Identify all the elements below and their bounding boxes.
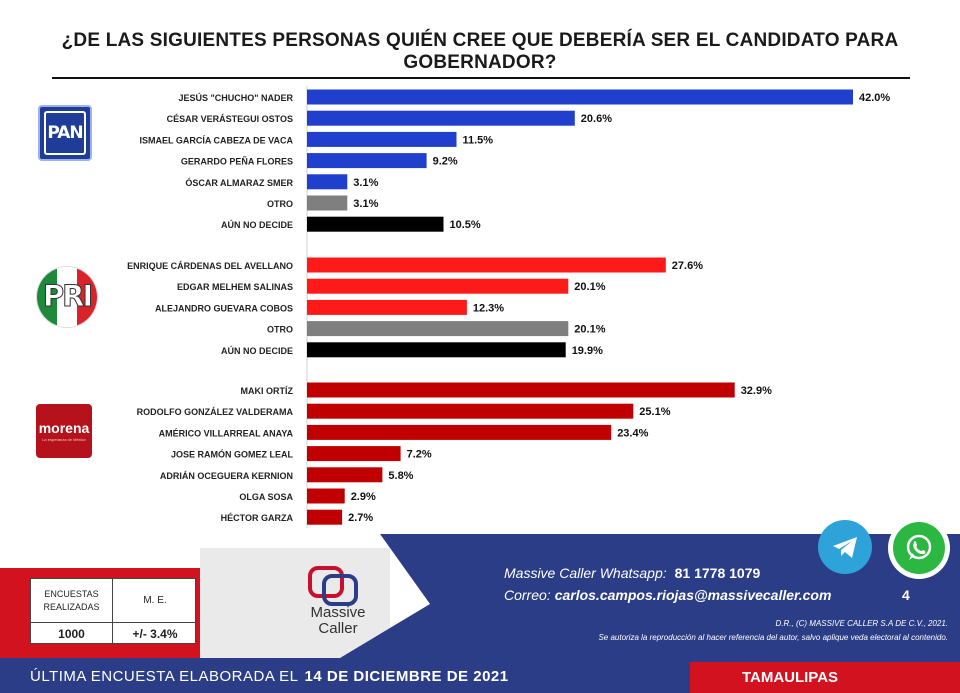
state-name: TAMAULIPAS: [741, 669, 839, 686]
bar: [307, 424, 612, 440]
category-label: ENRIQUE CÁRDENAS DEL AVELLANO: [127, 261, 293, 271]
value-label: 27.6%: [672, 260, 703, 272]
bar: [307, 299, 467, 315]
value-label: 5.8%: [388, 470, 413, 482]
bottom-bar: ÚLTIMA ENCUESTA ELABORADA EL 14 DE DICIEM…: [0, 658, 960, 693]
category-label: ALEJANDRO GUEVARA COBOS: [155, 303, 293, 313]
category-label: CÉSAR VERÁSTEGUI OSTOS: [167, 114, 293, 124]
value-label: 25.1%: [639, 406, 670, 418]
last-survey-info: ÚLTIMA ENCUESTA ELABORADA EL 14 DE DICIEM…: [30, 668, 509, 685]
category-label: AÚN NO DECIDE: [221, 345, 293, 356]
whatsapp-icon[interactable]: [888, 517, 950, 579]
value-label: 19.9%: [572, 345, 603, 357]
value-label: 12.3%: [473, 302, 504, 314]
margin-error-value: +/- 3.4%: [132, 627, 178, 641]
page-number: 4: [902, 587, 910, 603]
value-label: 32.9%: [741, 385, 772, 397]
email-address[interactable]: carlos.campos.riojas@massivecaller.com: [554, 587, 832, 603]
category-label: OTRO: [267, 325, 293, 335]
bar: [307, 216, 444, 232]
value-label: 10.5%: [450, 219, 481, 231]
category-label: EDGAR MELHEM SALINAS: [177, 282, 293, 292]
bar: [307, 195, 348, 211]
category-label: ISMAEL GARCÍA CABEZA DE VACA: [139, 135, 293, 145]
bar: [307, 509, 343, 525]
whatsapp-label: Massive Caller Whatsapp:: [504, 565, 667, 581]
massive-caller-logo: Massive Caller: [300, 564, 376, 644]
series-morena: MAKI ORTÍZ 32.9% RODOLFO GONZÁLEZ VALDERAM…: [137, 382, 772, 525]
legal-text: Se autoriza la reproducción al hacer ref…: [598, 633, 948, 642]
margin-error-label: M. E.: [113, 579, 197, 623]
bar: [307, 174, 348, 190]
value-label: 20.6%: [581, 113, 612, 125]
morena-logo-text: morena: [38, 420, 90, 436]
value-label: 2.9%: [351, 491, 376, 503]
bar: [307, 110, 575, 126]
telegram-icon[interactable]: [818, 520, 872, 574]
brand-line-1: Massive: [310, 604, 366, 621]
category-label: ADRIÁN OCEGUERA KERNION: [160, 471, 293, 481]
whatsapp-number: 81 1778 1079: [674, 565, 761, 581]
value-label: 3.1%: [353, 177, 378, 189]
bar: [307, 153, 427, 169]
copyright-text: D.R., (C) MASSIVE CALLER S.A DE C.V., 20…: [775, 619, 949, 628]
bar: [307, 342, 566, 358]
value-label: 2.7%: [348, 512, 373, 524]
series-pri: ENRIQUE CÁRDENAS DEL AVELLANO 27.6% EDGAR …: [127, 257, 703, 358]
bar-chart: JESÚS "CHUCHO" NADER 42.0% CÉSAR VERÁSTEGU…: [127, 86, 890, 528]
bar: [307, 89, 853, 105]
title-divider: [52, 77, 910, 79]
email-contact: Correo: carlos.campos.riojas@massivecalle…: [504, 587, 831, 603]
category-label: HÉCTOR GARZA: [221, 513, 294, 523]
value-label: 3.1%: [353, 198, 378, 210]
footer-gray-panel: [200, 548, 390, 658]
survey-stats-table: ENCUESTAS REALIZADAS M. E. 1000 +/- 3.4%: [30, 578, 197, 645]
value-label: 20.1%: [574, 281, 605, 293]
pan-logo: PAN: [38, 105, 92, 161]
last-survey-label: ÚLTIMA ENCUESTA ELABORADA EL: [30, 668, 299, 685]
category-label: AÚN NO DECIDE: [221, 219, 293, 230]
bar: [307, 131, 457, 147]
series-pan: JESÚS "CHUCHO" NADER 42.0% CÉSAR VERÁSTEGU…: [139, 89, 890, 232]
category-label: GERARDO PEÑA FLORES: [181, 157, 293, 167]
chart-title: ¿DE LAS SIGUIENTES PERSONAS QUIÉN CREE Q…: [61, 30, 899, 73]
survey-date: 14 DE DICIEMBRE DE 2021: [304, 668, 509, 685]
category-label: JESÚS "CHUCHO" NADER: [178, 92, 293, 103]
value-label: 42.0%: [859, 92, 890, 104]
bar: [307, 278, 569, 294]
email-label: Correo:: [504, 587, 551, 603]
state-badge: TAMAULIPAS: [690, 662, 960, 693]
category-label: OTRO: [267, 199, 293, 209]
bar: [307, 382, 735, 398]
bar: [307, 257, 666, 273]
category-label: MAKI ORTÍZ: [241, 386, 294, 396]
morena-logo: morena La esperanza de México: [36, 404, 92, 458]
category-label: ÓSCAR ALMARAZ SMER: [185, 177, 293, 188]
value-label: 11.5%: [463, 134, 494, 146]
value-label: 20.1%: [574, 324, 605, 336]
bar: [307, 467, 383, 483]
bar: [307, 403, 634, 419]
value-label: 7.2%: [407, 449, 432, 461]
pan-logo-text: PAN: [47, 123, 83, 143]
bar: [307, 321, 569, 337]
bar: [307, 488, 345, 504]
category-label: JOSE RAMÓN GOMEZ LEAL: [171, 449, 294, 460]
pri-logo: PRI: [36, 266, 98, 328]
morena-logo-subtitle: La esperanza de México: [42, 437, 86, 442]
encuestas-label: ENCUESTAS REALIZADAS: [31, 579, 113, 623]
value-label: 9.2%: [433, 156, 458, 168]
pri-logo-text: PRI: [42, 279, 93, 314]
brand-line-2: Caller: [318, 620, 358, 637]
encuestas-value: 1000: [31, 623, 113, 645]
whatsapp-contact: Massive Caller Whatsapp: 81 1778 1079: [504, 565, 760, 581]
speech-bubble-icon: [322, 574, 358, 606]
category-label: RODOLFO GONZÁLEZ VALDERAMA: [137, 407, 294, 417]
bar: [307, 446, 401, 462]
value-label: 23.4%: [617, 427, 648, 439]
category-label: AMÉRICO VILLARREAL ANAYA: [159, 428, 294, 438]
category-label: OLGA SOSA: [239, 492, 293, 502]
